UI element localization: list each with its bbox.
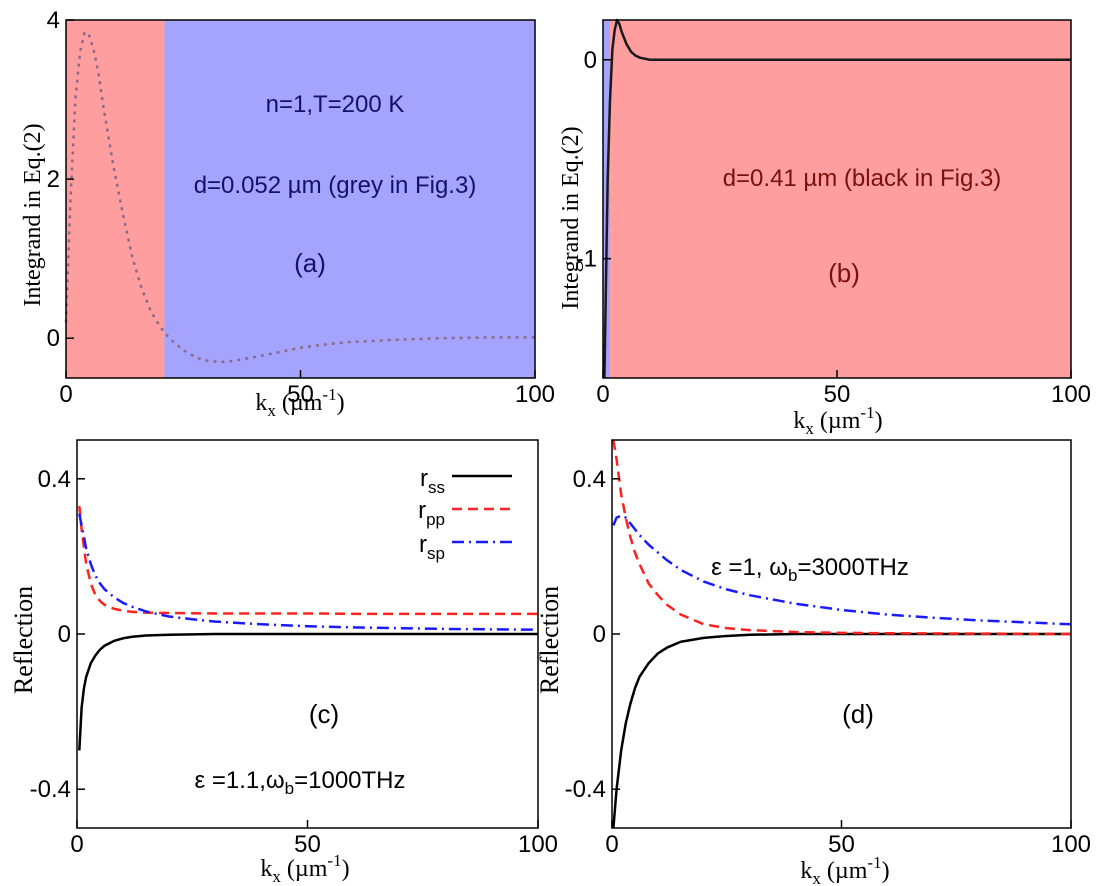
panel-d-y-ticks: -0.4 0 0.4 bbox=[565, 466, 620, 803]
panel-a-xtick-label-1: 50 bbox=[287, 381, 314, 408]
legend-item-rss: rss bbox=[420, 465, 512, 497]
panel-a-ytick-label-2: 4 bbox=[47, 7, 60, 34]
panel-b-xtick-label-0: 0 bbox=[596, 381, 609, 408]
panel-d-xtick-label-1: 50 bbox=[828, 831, 855, 858]
panel-a-label: (a) bbox=[294, 248, 326, 278]
panel-d-xtick-label-2: 100 bbox=[1051, 831, 1091, 858]
legend-label-rsp: rsp bbox=[419, 531, 445, 563]
panel-d: 0 50 100 -0.4 0 0.4 Reflection kx (µm-1)… bbox=[535, 439, 1091, 886]
legend-label-rpp: rpp bbox=[418, 497, 445, 529]
panel-c-xtick-label-0: 0 bbox=[70, 831, 83, 858]
legend-label-rss: rss bbox=[420, 465, 445, 497]
panel-a-xtick-label-2: 100 bbox=[515, 381, 555, 408]
panel-d-annotation-params: ε =1, ωb=3000THz bbox=[711, 554, 909, 585]
panel-d-ytick-label-1: 0 bbox=[593, 621, 606, 648]
legend-item-rsp: rsp bbox=[419, 531, 512, 563]
panel-a-annotation-thickness: d=0.052 µm (grey in Fig.3) bbox=[194, 172, 477, 199]
panel-a-y-ticks: 0 2 4 bbox=[47, 7, 74, 352]
panel-b-annotation-thickness: d=0.41 µm (black in Fig.3) bbox=[723, 165, 1002, 192]
panel-d-xtick-label-0: 0 bbox=[605, 831, 618, 858]
panel-c-ytick-label-1: 0 bbox=[58, 621, 71, 648]
panel-c-xlabel: kx (µm-1) bbox=[260, 851, 349, 886]
panel-d-series-rpp bbox=[612, 439, 1072, 636]
panel-b-ytick-label-0: -1 bbox=[576, 246, 597, 273]
panel-c-x-ticks: 0 50 100 bbox=[70, 820, 558, 858]
panel-d-series-rsp bbox=[612, 514, 1072, 626]
panel-a-xlabel: kx (µm-1) bbox=[255, 385, 344, 420]
panel-c-series-rsp bbox=[78, 513, 539, 631]
panel-d-series-layer bbox=[612, 439, 1072, 829]
panel-d-ytick-label-0: -0.4 bbox=[565, 776, 606, 803]
panel-a-region-red bbox=[66, 20, 165, 378]
panel-a-x-ticks: 0 50 100 bbox=[59, 370, 555, 408]
panel-d-label: (d) bbox=[842, 699, 874, 729]
panel-a-ytick-label-1: 2 bbox=[47, 166, 60, 193]
panel-b-xtick-label-2: 100 bbox=[1051, 381, 1091, 408]
panel-c-ylabel: Reflection bbox=[9, 586, 38, 694]
panel-b-ylabel: Integrand in Eq.(2) bbox=[558, 126, 584, 309]
panel-c-series-rpp bbox=[78, 505, 538, 616]
panel-a-region-blue bbox=[164, 20, 536, 378]
panel-a-series-line bbox=[64, 30, 535, 364]
panel-c-series-rss bbox=[78, 632, 538, 751]
panel-a: 0 50 100 0 2 4 Integrand in Eq.(2) kx (µ… bbox=[20, 7, 555, 420]
panel-b-xtick-label-1: 50 bbox=[824, 381, 851, 408]
panel-a-xtick-label-0: 0 bbox=[59, 381, 72, 408]
panel-d-ylabel: Reflection bbox=[535, 586, 564, 694]
panel-a-annotation-params: n=1,T=200 K bbox=[266, 91, 405, 118]
panel-a-series-layer bbox=[64, 30, 535, 364]
panel-c-label: (c) bbox=[309, 699, 339, 729]
panel-d-xlabel: kx (µm-1) bbox=[800, 853, 889, 886]
panel-a-regions bbox=[66, 20, 536, 378]
panel-c-ytick-label-2: 0.4 bbox=[38, 466, 71, 493]
panel-c-legend: rss rpp rsp bbox=[418, 465, 512, 563]
panel-b-series-line bbox=[603, 18, 1071, 379]
panel-b-regions bbox=[603, 20, 1071, 378]
panel-d-x-ticks: 0 50 100 bbox=[605, 820, 1091, 858]
panel-a-ytick-label-0: 0 bbox=[47, 325, 60, 352]
panel-a-ylabel: Integrand in Eq.(2) bbox=[20, 123, 46, 306]
panel-b: 0 50 100 -1 0 Integrand in Eq.(2) kx (µm… bbox=[558, 18, 1091, 438]
panel-b-x-ticks: 0 50 100 bbox=[596, 370, 1091, 408]
panel-c-xtick-label-1: 50 bbox=[294, 831, 321, 858]
panel-c: 0 50 100 -0.4 0 0.4 Reflection kx (µm-1)… bbox=[9, 439, 558, 886]
panel-c-annotation-params: ε =1.1,ωb=1000THz bbox=[194, 767, 405, 798]
panel-b-series-layer bbox=[603, 18, 1071, 379]
panel-b-label: (b) bbox=[828, 258, 860, 288]
panel-c-xtick-label-2: 100 bbox=[518, 831, 558, 858]
panel-c-y-ticks: -0.4 0 0.4 bbox=[30, 466, 85, 803]
legend-item-rpp: rpp bbox=[418, 497, 512, 529]
panel-b-ytick-label-1: 0 bbox=[584, 47, 597, 74]
panel-d-ytick-label-2: 0.4 bbox=[573, 466, 606, 493]
panel-b-xlabel: kx (µm-1) bbox=[793, 403, 882, 438]
panel-c-series-layer bbox=[78, 505, 539, 751]
panel-c-ytick-label-0: -0.4 bbox=[30, 776, 71, 803]
panel-b-region-red bbox=[610, 20, 1071, 378]
panel-b-y-ticks: -1 0 bbox=[576, 47, 611, 273]
